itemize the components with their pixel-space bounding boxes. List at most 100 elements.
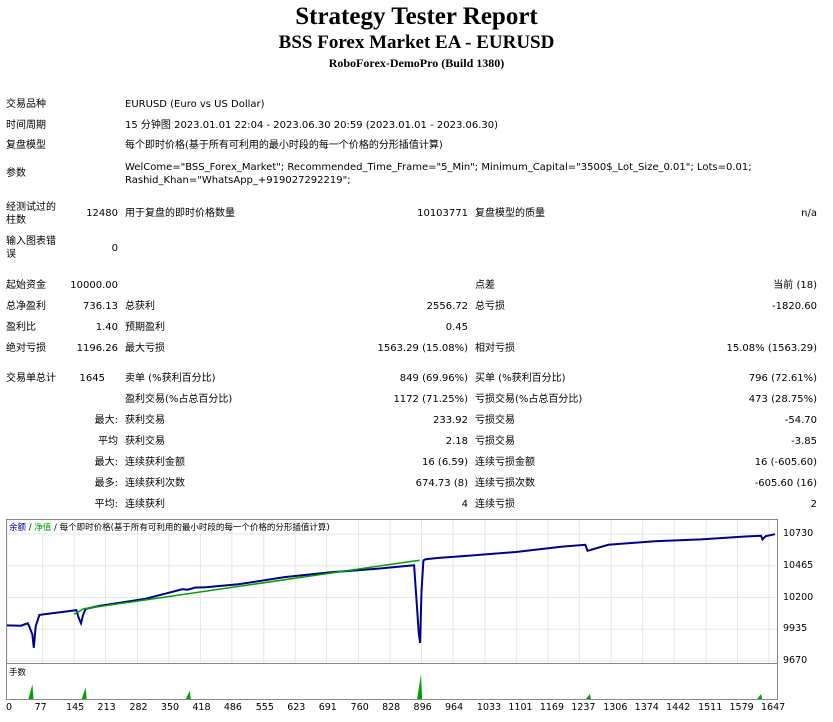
largest-profit-label: 获利交易 <box>125 415 165 426</box>
avg-cons-losses-value: 2 <box>810 499 817 510</box>
x-tick-label: 1101 <box>508 702 533 713</box>
x-tick-label: 828 <box>382 702 401 713</box>
gross-loss-value: -1820.60 <box>772 301 817 312</box>
model-label: 复盘模型 <box>6 140 46 151</box>
symbol-value: EURUSD (Euro vs US Dollar) <box>125 99 265 110</box>
x-tick-label: 145 <box>66 702 85 713</box>
loss-trades-label: 亏损交易(%占总百分比) <box>475 394 583 405</box>
model-value: 每个即时价格(基于所有可利用的最小时段的每一个价格的分形插值计算) <box>125 140 443 151</box>
x-tick-label: 213 <box>97 702 116 713</box>
total-trades-value: 1645 <box>79 373 105 384</box>
bars-label-1: 经测试过的 <box>6 202 56 213</box>
balance-chart-svg <box>7 520 777 663</box>
chart-legend: 余额 / 净值 / 每个即时价格(基于所有可利用的最小时段的每一个价格的分形插值… <box>9 522 330 534</box>
long-trades-label: 买单 (%获利百分比) <box>475 373 566 384</box>
avg-prefix: 平均: <box>94 499 118 510</box>
volume-chart-svg <box>28 674 763 699</box>
x-tick-label: 350 <box>160 702 180 713</box>
x-tick-label: 486 <box>223 702 242 713</box>
legend-sep-2: / <box>51 523 60 533</box>
bars-value: 12480 <box>86 208 118 219</box>
ticks-label: 用于复盘的即时价格数量 <box>125 208 235 219</box>
x-tick-label: 0 <box>6 702 13 713</box>
avg-cons-losses-label: 连续亏损 <box>475 499 515 510</box>
largest-loss-label: 亏损交易 <box>475 415 515 426</box>
abs-drawdown-label: 绝对亏损 <box>6 343 46 354</box>
x-tick-label: 760 <box>350 702 369 713</box>
max-cons-profit-value: 674.73 (8) <box>415 478 468 489</box>
x-tick-label: 282 <box>129 702 148 713</box>
x-tick-label: 1237 <box>571 702 596 713</box>
loss-trades-value: 473 (28.75%) <box>748 394 817 405</box>
bars-label-2: 柱数 <box>6 215 26 226</box>
legend-sep-1: / <box>26 523 35 533</box>
net-profit-label: 总净盈利 <box>6 301 46 312</box>
expected-payoff-value: 0.45 <box>445 322 468 333</box>
rel-drawdown-value: 15.08% (1563.29) <box>726 343 817 354</box>
max-cons-loss-label: 连续亏损次数 <box>475 478 535 489</box>
x-tick-label: 418 <box>192 702 211 713</box>
volume-label: 手数 <box>9 668 27 678</box>
x-tick-label: 1169 <box>539 702 565 713</box>
quality-label: 复盘模型的质量 <box>475 208 545 219</box>
abs-drawdown-value: 1196.26 <box>76 343 118 354</box>
x-tick-label: 1511 <box>698 702 723 713</box>
ticks-value: 10103771 <box>417 208 468 219</box>
x-tick-label: 1374 <box>634 702 659 713</box>
avg-cons-wins-label: 连续获利 <box>125 499 165 510</box>
spread-label: 点差 <box>475 280 495 291</box>
errors-label-1: 输入图表错 <box>6 236 56 247</box>
legend-equity: 净值 <box>34 523 52 533</box>
y-tick-label: 10200 <box>783 591 814 603</box>
max-cons-losses-label: 连续亏损金额 <box>475 457 535 468</box>
gross-profit-label: 总获利 <box>125 301 155 312</box>
volume-bar <box>417 674 423 699</box>
short-trades-value: 849 (69.96%) <box>399 373 468 384</box>
max-cons-profit-label: 连续获利次数 <box>125 478 185 489</box>
net-profit-value: 736.13 <box>83 301 118 312</box>
equity-series-line <box>73 559 420 615</box>
params-line-2: Rashid_Khan="WhatsApp_+919027292219"; <box>125 175 351 186</box>
quality-value: n/a <box>801 208 817 219</box>
x-tick-label: 77 <box>34 702 47 713</box>
x-tick-label: 964 <box>444 702 464 713</box>
legend-balance: 余额 <box>9 523 27 533</box>
most-prefix: 最多: <box>94 478 118 489</box>
period-label: 时间周期 <box>6 120 46 131</box>
largest-prefix: 最大: <box>94 415 118 426</box>
volume-bar <box>81 687 87 699</box>
volume-chart <box>6 664 778 700</box>
errors-value: 0 <box>111 243 118 254</box>
avg-cons-wins-value: 4 <box>461 499 468 510</box>
avg-loss-value: -3.85 <box>791 436 817 447</box>
balance-chart <box>6 519 778 664</box>
x-tick-label: 691 <box>318 702 337 713</box>
legend-ticks: 每个即时价格(基于所有可利用的最小时段的每一个价格的分形插值计算) <box>59 523 330 533</box>
params-line-1: WelCome="BSS_Forex_Market"; Recommended_… <box>125 162 752 173</box>
profit-factor-label: 盈利比 <box>6 322 36 333</box>
report-title: Strategy Tester Report <box>295 3 538 30</box>
x-tick-label: 555 <box>255 702 274 713</box>
largest-loss-value: -54.70 <box>784 415 817 426</box>
x-tick-label: 1579 <box>729 702 754 713</box>
params-label: 参数 <box>6 168 26 179</box>
y-tick-label: 10465 <box>783 559 814 571</box>
y-tick-label: 10730 <box>783 528 814 539</box>
rel-drawdown-label: 相对亏损 <box>475 343 515 354</box>
report-subtitle: BSS Forex Market EA - EURUSD <box>278 32 555 53</box>
x-tick-label: 896 <box>413 702 432 713</box>
x-tick-label: 623 <box>287 702 306 713</box>
max-cons-wins-label: 连续获利金额 <box>125 457 185 468</box>
deposit-value: 10000.00 <box>70 280 118 291</box>
volume-bar <box>585 694 591 699</box>
short-trades-label: 卖单 (%获利百分比) <box>125 373 216 384</box>
max-drawdown-value: 1563.29 (15.08%) <box>377 343 468 354</box>
avg-loss-label: 亏损交易 <box>475 436 515 447</box>
y-tick-label: 9670 <box>783 655 808 666</box>
balance-series-line <box>7 533 776 648</box>
x-tick-label: 1647 <box>760 702 786 713</box>
x-tick-label: 1442 <box>666 702 691 713</box>
deposit-label: 起始资金 <box>6 280 46 291</box>
long-trades-value: 796 (72.61%) <box>748 373 817 384</box>
avg-profit-label: 获利交易 <box>125 436 165 447</box>
